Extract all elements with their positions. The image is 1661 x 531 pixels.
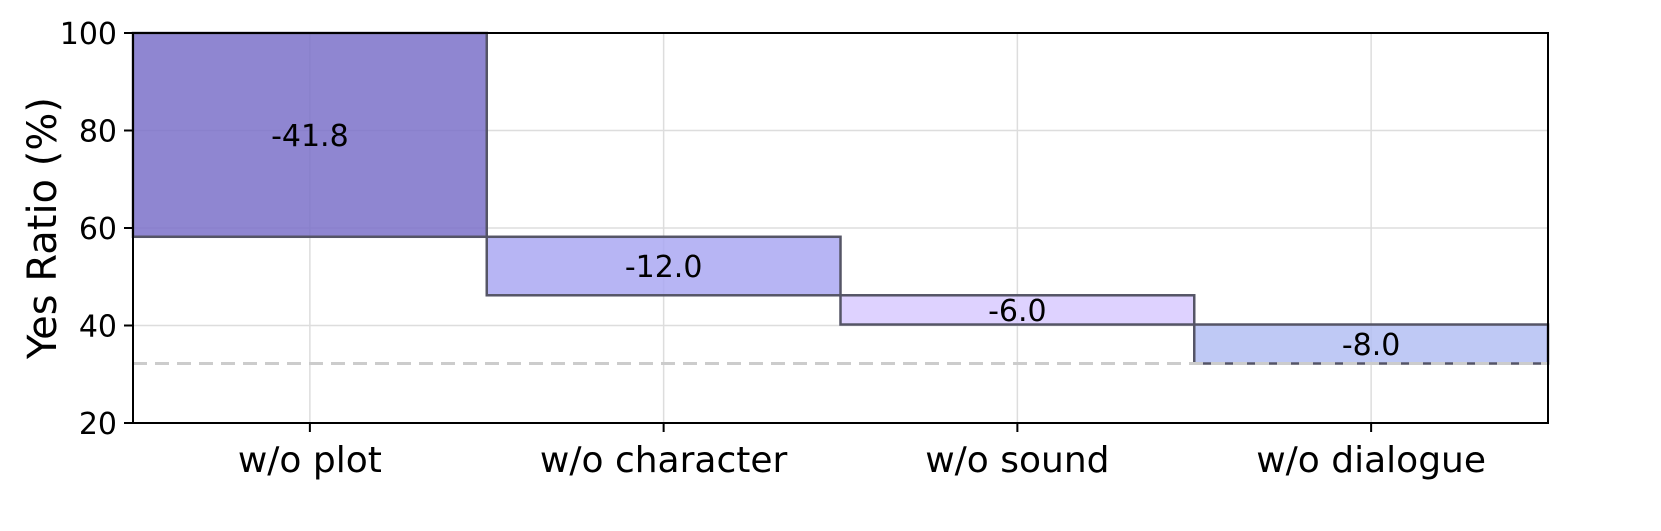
bar-w-o-character: [485, 235, 842, 297]
y-tick-label: 100: [60, 17, 117, 52]
bar-w-o-sound: [839, 294, 1196, 326]
bar-value-label: -12.0: [625, 250, 703, 285]
y-tick-label: 40: [79, 310, 117, 345]
bar-value-label: -8.0: [1342, 328, 1401, 363]
bar-value-label: -6.0: [988, 294, 1047, 329]
y-tick-label: 60: [79, 212, 117, 247]
x-tick-label: w/o dialogue: [1256, 440, 1486, 481]
bar-value-label: -41.8: [271, 119, 349, 154]
y-tick-label: 20: [79, 407, 117, 442]
x-tick-label: w/o plot: [238, 440, 382, 481]
x-axis-ticks: w/o plot w/o character w/o sound w/o dialog…: [238, 423, 1486, 481]
bars: [131, 31, 1550, 365]
x-tick-label: w/o sound: [925, 440, 1109, 481]
y-axis-ticks: 20 40 60 80 100: [60, 17, 133, 442]
bar-labels: -41.8 -12.0 -6.0 -8.0: [271, 119, 1400, 363]
y-axis-label: Yes Ratio (%): [20, 97, 66, 360]
x-tick-label: w/o character: [540, 440, 788, 481]
y-tick-label: 80: [79, 115, 117, 150]
